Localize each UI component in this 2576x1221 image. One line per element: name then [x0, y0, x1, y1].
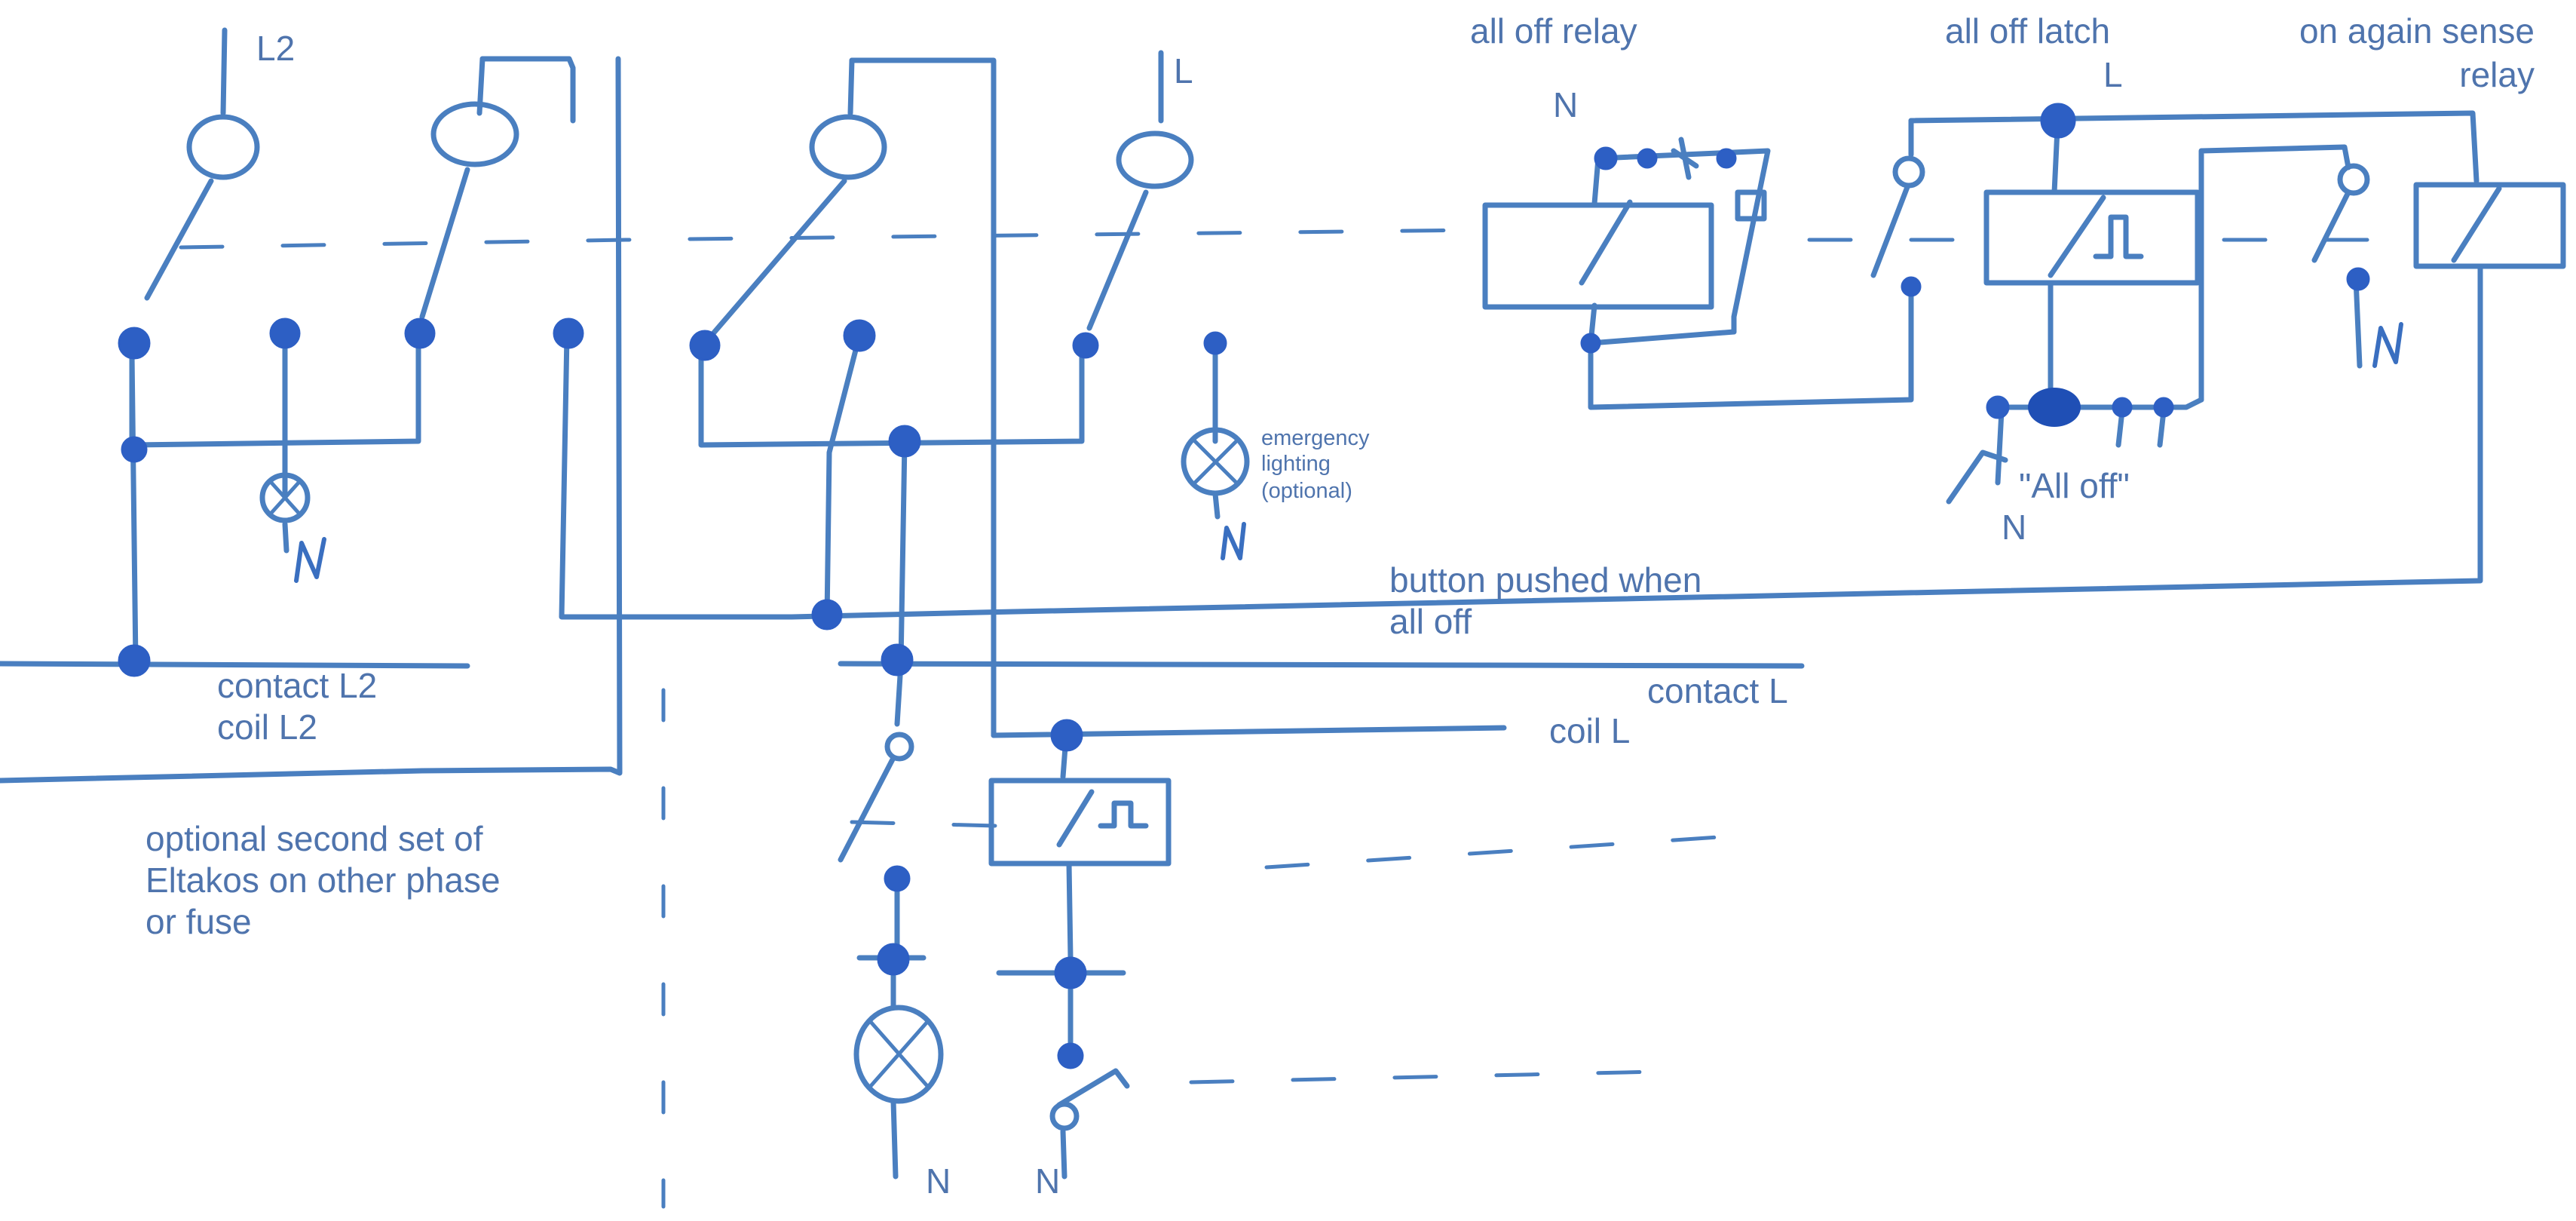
middle-switch-block [689, 50, 1805, 1180]
text-labels: L2 L all off relay all off latch L on ag… [145, 11, 2535, 1201]
label-coil-l2: coil L2 [217, 707, 317, 747]
label-on-again-1: on again sense [2299, 11, 2535, 51]
label-l-top: L [1174, 51, 1193, 91]
label-optional-3: or fuse [145, 902, 252, 941]
left-switch-block [0, 27, 2483, 784]
label-all-off-relay: all off relay [1470, 11, 1637, 51]
mechanical-links [179, 228, 2415, 1209]
label-all-off-button: "All off" [2019, 466, 2130, 505]
label-all-off-latch: all off latch [1945, 11, 2110, 51]
all-off-relay [1482, 137, 1914, 410]
label-n-bottom-switch: N [1035, 1161, 1060, 1201]
label-relay-n: N [1553, 85, 1578, 124]
neutral-marks [294, 322, 2403, 583]
label-emergency-3: (optional) [1261, 479, 1352, 503]
label-emergency-2: lighting [1261, 452, 1331, 476]
label-contact-l2: contact L2 [217, 666, 377, 705]
label-on-again-2: relay [2459, 55, 2535, 94]
label-emergency-1: emergency [1261, 426, 1370, 450]
label-contact-l: contact L [1647, 671, 1788, 710]
all-off-latch [1870, 103, 2566, 531]
label-n-bottom-lamp: N [926, 1161, 951, 1201]
label-latch-l: L [2103, 55, 2123, 94]
label-all-off-n: N [2002, 508, 2026, 547]
label-optional-1: optional second set of [145, 819, 483, 858]
label-button-pushed-2: all off [1389, 602, 1472, 641]
label-l2-top: L2 [256, 29, 295, 68]
label-coil-l: coil L [1549, 711, 1630, 750]
label-button-pushed-1: button pushed when [1389, 560, 1702, 600]
label-optional-2: Eltakos on other phase [145, 861, 501, 900]
